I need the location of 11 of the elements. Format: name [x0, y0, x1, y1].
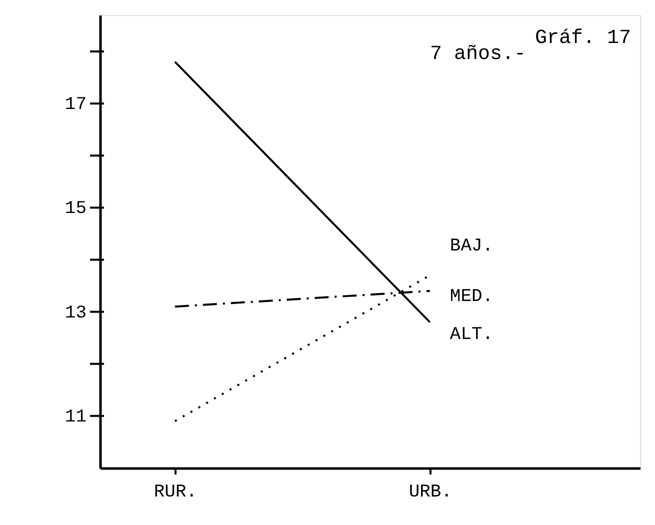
- series-label: BAJ.: [450, 236, 494, 256]
- text: 7 años.-: [430, 43, 526, 66]
- y-tick-label: 17: [64, 95, 86, 116]
- y-tick-label: 11: [64, 407, 86, 428]
- y-tick-label: 15: [64, 199, 86, 220]
- series-label: ALT.: [450, 325, 494, 346]
- x-tick-label: RUR.: [154, 482, 198, 502]
- y-tick-label: 13: [64, 303, 86, 324]
- annotation: Gráf. 17: [535, 27, 632, 50]
- x-tick-label: URB.: [408, 482, 452, 502]
- series-label: MED.: [450, 286, 494, 307]
